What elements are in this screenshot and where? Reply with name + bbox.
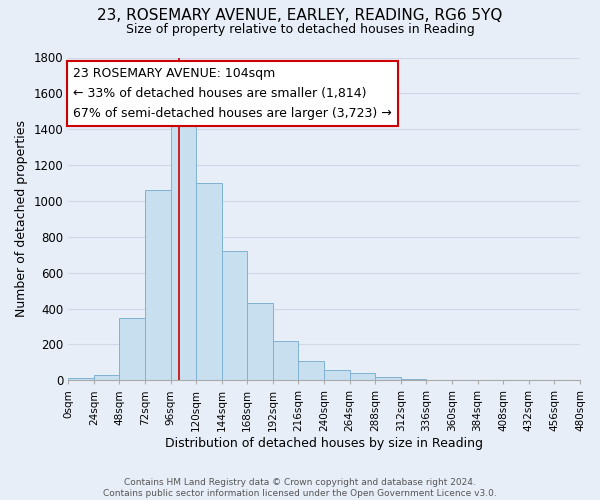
Bar <box>170 120 196 380</box>
Bar <box>94 375 119 380</box>
Bar <box>68 378 94 380</box>
Bar <box>324 370 350 380</box>
Bar <box>375 377 401 380</box>
Text: Size of property relative to detached houses in Reading: Size of property relative to detached ho… <box>125 22 475 36</box>
Bar <box>247 303 273 380</box>
Bar <box>273 341 298 380</box>
Bar <box>350 373 375 380</box>
Text: 23 ROSEMARY AVENUE: 104sqm
← 33% of detached houses are smaller (1,814)
67% of s: 23 ROSEMARY AVENUE: 104sqm ← 33% of deta… <box>73 67 392 120</box>
Bar <box>196 183 222 380</box>
Bar <box>119 318 145 380</box>
Y-axis label: Number of detached properties: Number of detached properties <box>15 120 28 318</box>
Bar <box>298 360 324 380</box>
Text: 23, ROSEMARY AVENUE, EARLEY, READING, RG6 5YQ: 23, ROSEMARY AVENUE, EARLEY, READING, RG… <box>97 8 503 22</box>
Bar <box>145 190 170 380</box>
Text: Contains HM Land Registry data © Crown copyright and database right 2024.
Contai: Contains HM Land Registry data © Crown c… <box>103 478 497 498</box>
Bar <box>222 251 247 380</box>
X-axis label: Distribution of detached houses by size in Reading: Distribution of detached houses by size … <box>165 437 483 450</box>
